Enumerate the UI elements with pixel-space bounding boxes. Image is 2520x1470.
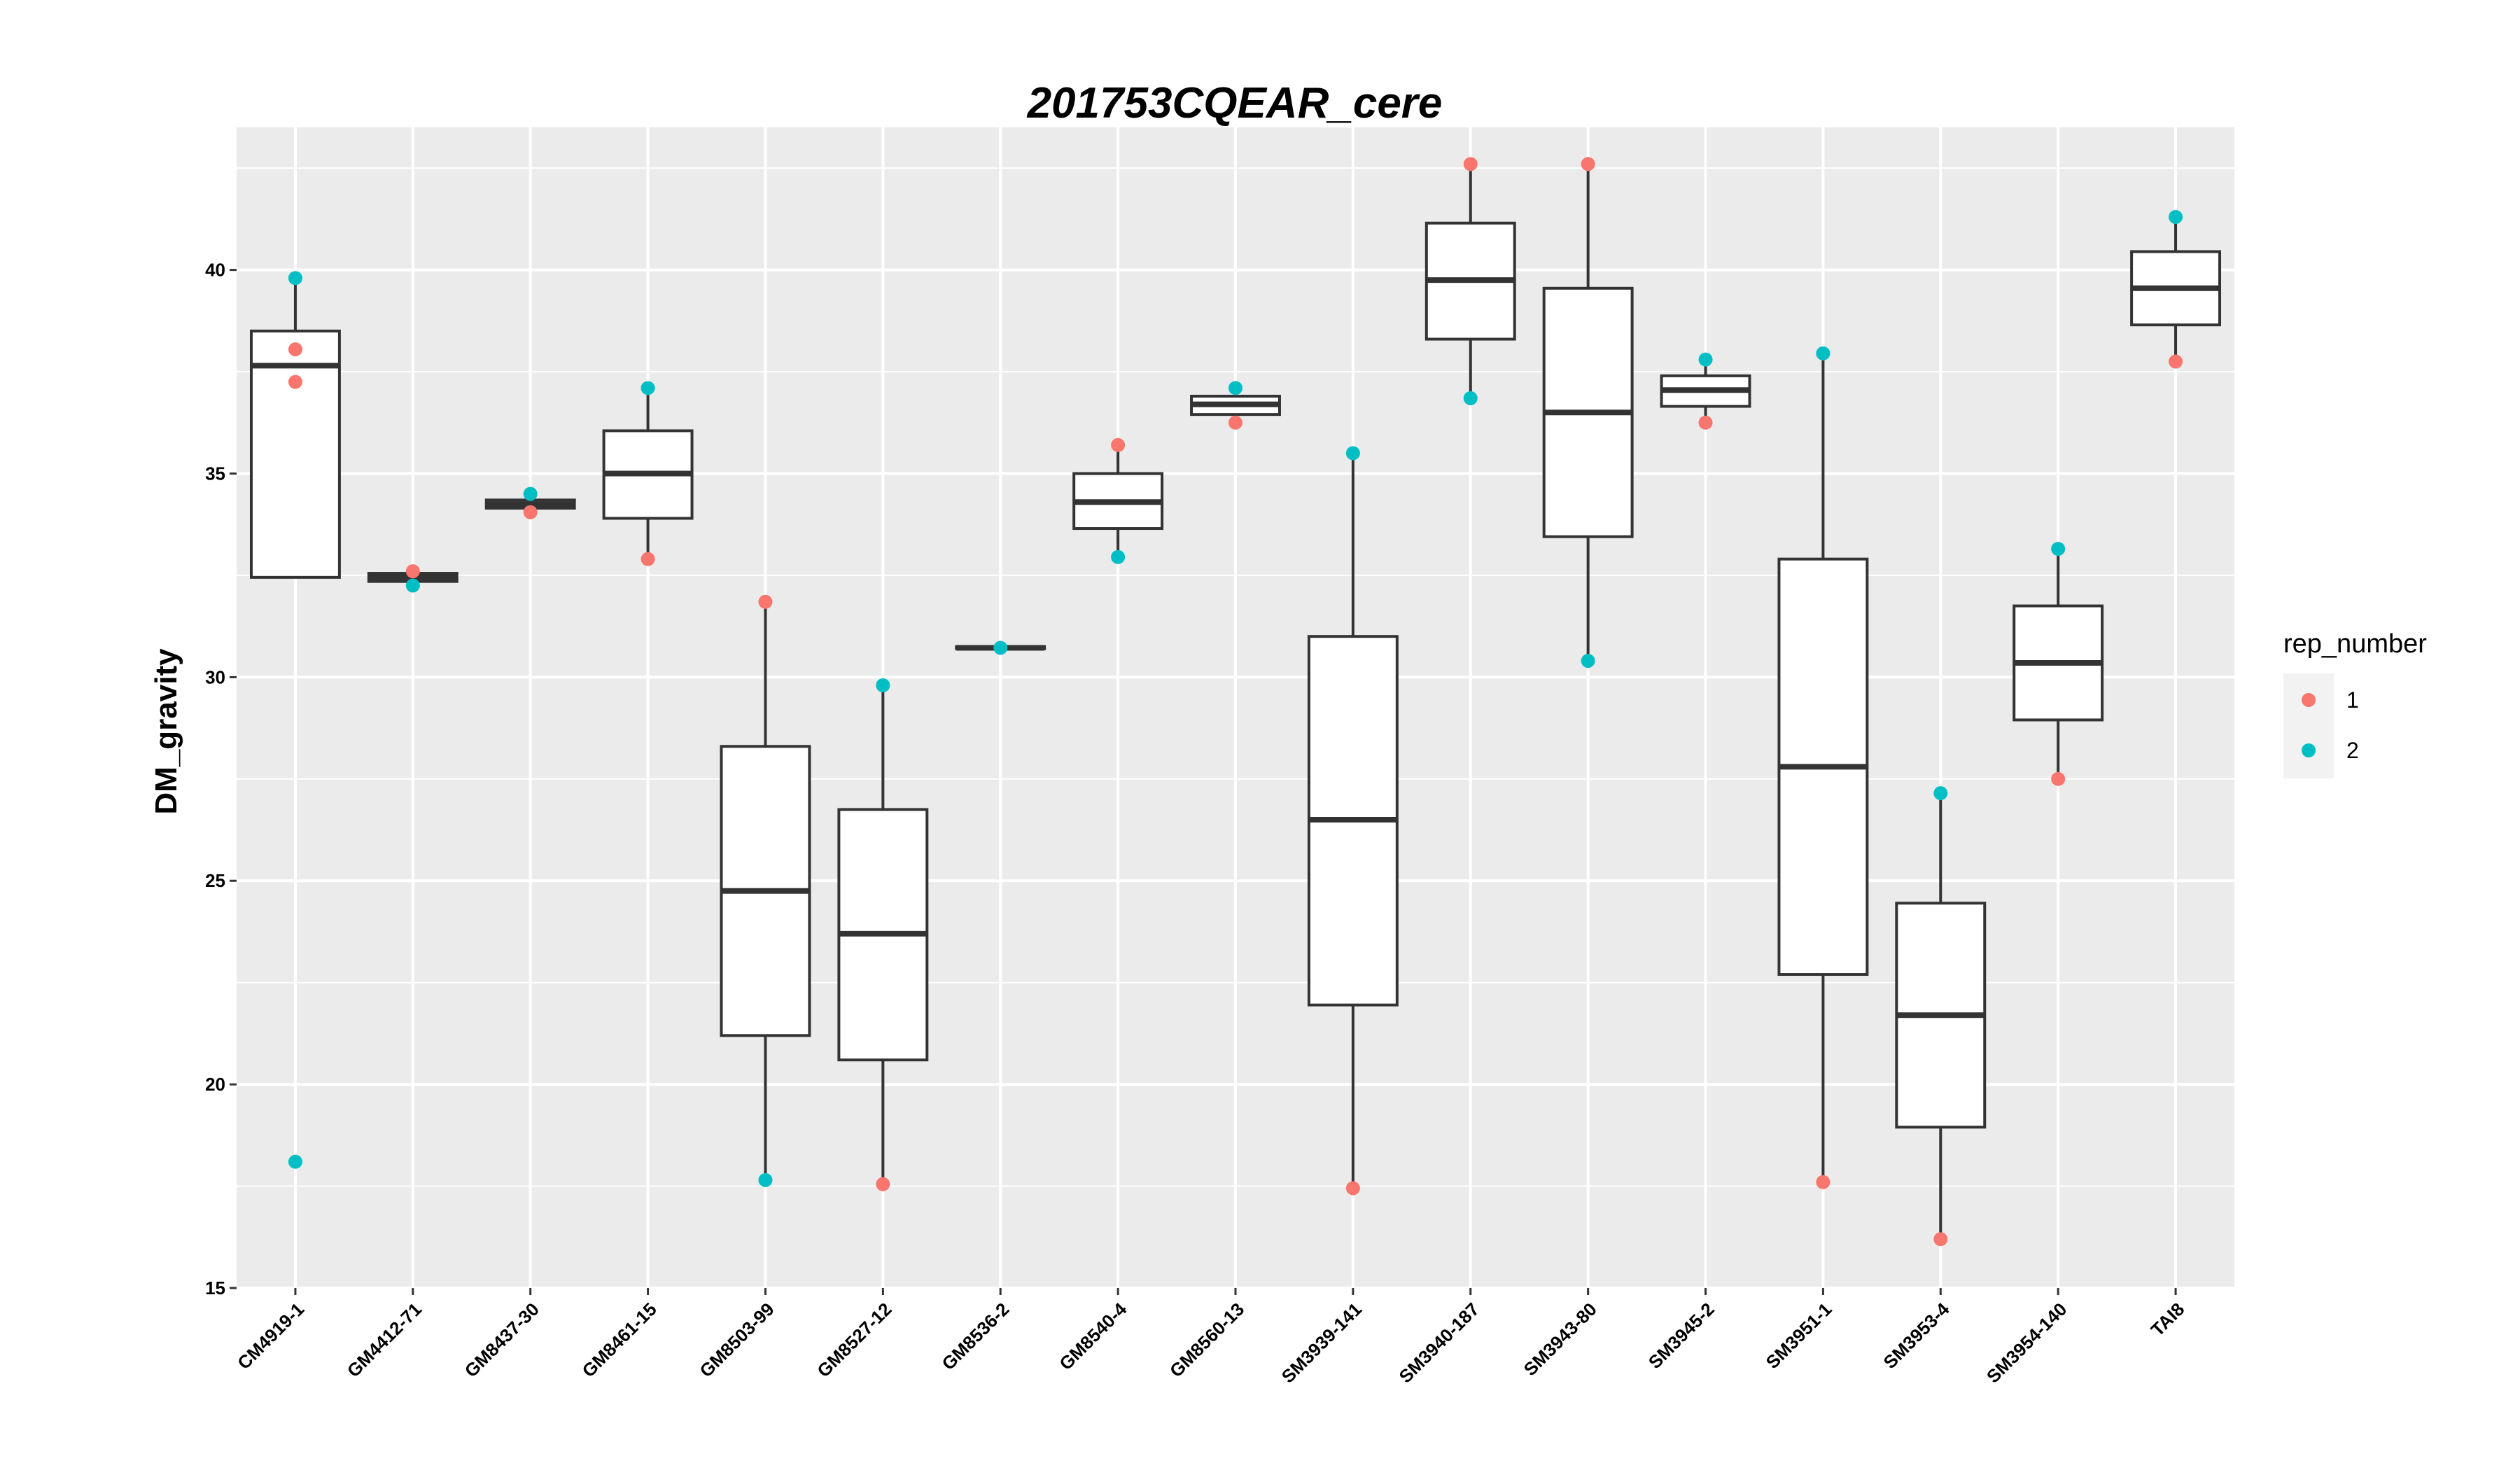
x-tick-label: GM8503-99: [695, 1298, 778, 1381]
x-tick-label: CM4919-1: [233, 1298, 308, 1373]
point-rep-1: [758, 594, 773, 609]
box-GM8527-12: [837, 685, 929, 1184]
point-rep-1: [288, 342, 302, 357]
x-tick-label: GM8560-13: [1166, 1298, 1248, 1381]
box-SM3953-4: [1895, 793, 1987, 1240]
x-tick-label: GM8437-30: [461, 1298, 543, 1381]
point-rep-1: [876, 1177, 890, 1191]
y-tick-label: 15: [205, 1278, 225, 1298]
box-SM3940-187: [1424, 164, 1516, 398]
box-SM3943-80: [1542, 164, 1634, 662]
box-GM8461-15: [602, 388, 694, 559]
chart-title: 201753CQEAR_cere: [1027, 79, 1443, 127]
x-tick-label: SM3940-187: [1395, 1298, 1483, 1387]
point-rep-1: [288, 374, 302, 389]
point-rep-1: [1698, 415, 1713, 430]
point-rep-1: [1111, 438, 1126, 452]
point-rep-2: [1463, 391, 1478, 405]
legend-key-background: [2283, 673, 2334, 778]
x-tick-label: GM8527-12: [813, 1298, 895, 1381]
box-series: [249, 164, 2222, 1240]
point-rep-1: [1463, 157, 1478, 172]
point-rep-2: [405, 578, 420, 593]
point-rep-2: [1345, 446, 1360, 461]
box-SM3951-1: [1777, 353, 1869, 1182]
box-SM3939-141: [1307, 453, 1399, 1189]
point-rep-1: [405, 564, 420, 579]
legend-label-rep-1: 1: [2346, 687, 2359, 713]
point-rep-2: [523, 486, 538, 501]
point-rep-2: [758, 1172, 773, 1187]
point-rep-2: [876, 678, 890, 693]
point-rep-2: [2169, 209, 2183, 224]
x-tick-label: GM8461-15: [578, 1298, 661, 1381]
point-rep-1: [1933, 1232, 1948, 1247]
legend-label-rep-2: 2: [2346, 738, 2359, 763]
box-SM3945-2: [1660, 359, 1751, 423]
y-axis: 15 20 25 30 35 40: [205, 260, 237, 1298]
box-SM3954-140: [2012, 549, 2104, 779]
point-rep-1: [1345, 1181, 1360, 1196]
y-tick-label: 35: [205, 463, 225, 484]
data-points: [288, 157, 2183, 1247]
x-axis: CM4919-1 GM4412-71 GM8437-30 GM8461-15 GM850…: [233, 1288, 2188, 1387]
box-GM8503-99: [720, 601, 811, 1180]
legend-title: rep_number: [2283, 629, 2427, 659]
point-rep-2: [288, 1154, 302, 1169]
point-rep-2: [1933, 786, 1948, 801]
point-rep-2: [2051, 542, 2066, 556]
point-rep-2: [1111, 550, 1126, 564]
y-tick-label: 20: [205, 1074, 225, 1095]
y-axis-title: DM_gravity: [149, 648, 183, 815]
x-tick-label: SM3953-4: [1879, 1298, 1953, 1373]
y-tick-label: 25: [205, 870, 225, 891]
box-GM8560-13: [1190, 388, 1281, 423]
y-tick-label: 40: [205, 260, 225, 281]
point-rep-1: [640, 552, 655, 566]
x-tick-label: TAI8: [2147, 1298, 2189, 1340]
legend: rep_number 1 2: [2283, 629, 2427, 778]
point-rep-1: [2169, 354, 2183, 369]
point-rep-1: [1581, 157, 1595, 172]
legend-key-rep-2: [2302, 743, 2316, 757]
x-tick-label: GM8540-4: [1055, 1298, 1130, 1374]
x-tick-label: SM3954-140: [1982, 1298, 2071, 1387]
box-CM4919-1: [249, 278, 341, 579]
point-rep-1: [2051, 771, 2066, 786]
point-rep-2: [1228, 381, 1242, 396]
legend-key-rep-1: [2302, 693, 2316, 707]
point-rep-1: [1816, 1175, 1830, 1189]
x-tick-label: SM3943-80: [1520, 1298, 1601, 1380]
point-rep-2: [288, 271, 302, 286]
x-tick-label: GM8536-2: [937, 1298, 1013, 1374]
x-tick-label: GM4412-71: [343, 1298, 426, 1381]
point-rep-2: [993, 640, 1008, 655]
y-tick-label: 30: [205, 666, 225, 687]
x-tick-label: SM3945-2: [1644, 1298, 1718, 1373]
point-rep-2: [640, 381, 655, 396]
point-rep-1: [1228, 415, 1242, 430]
point-rep-2: [1816, 346, 1830, 360]
point-rep-1: [523, 505, 538, 519]
point-rep-2: [1581, 654, 1595, 668]
x-tick-label: SM3939-141: [1278, 1298, 1366, 1387]
point-rep-2: [1698, 352, 1713, 367]
box-iqr: [249, 329, 341, 579]
x-tick-label: SM3951-1: [1762, 1298, 1836, 1373]
box-TAI8: [2130, 216, 2222, 362]
